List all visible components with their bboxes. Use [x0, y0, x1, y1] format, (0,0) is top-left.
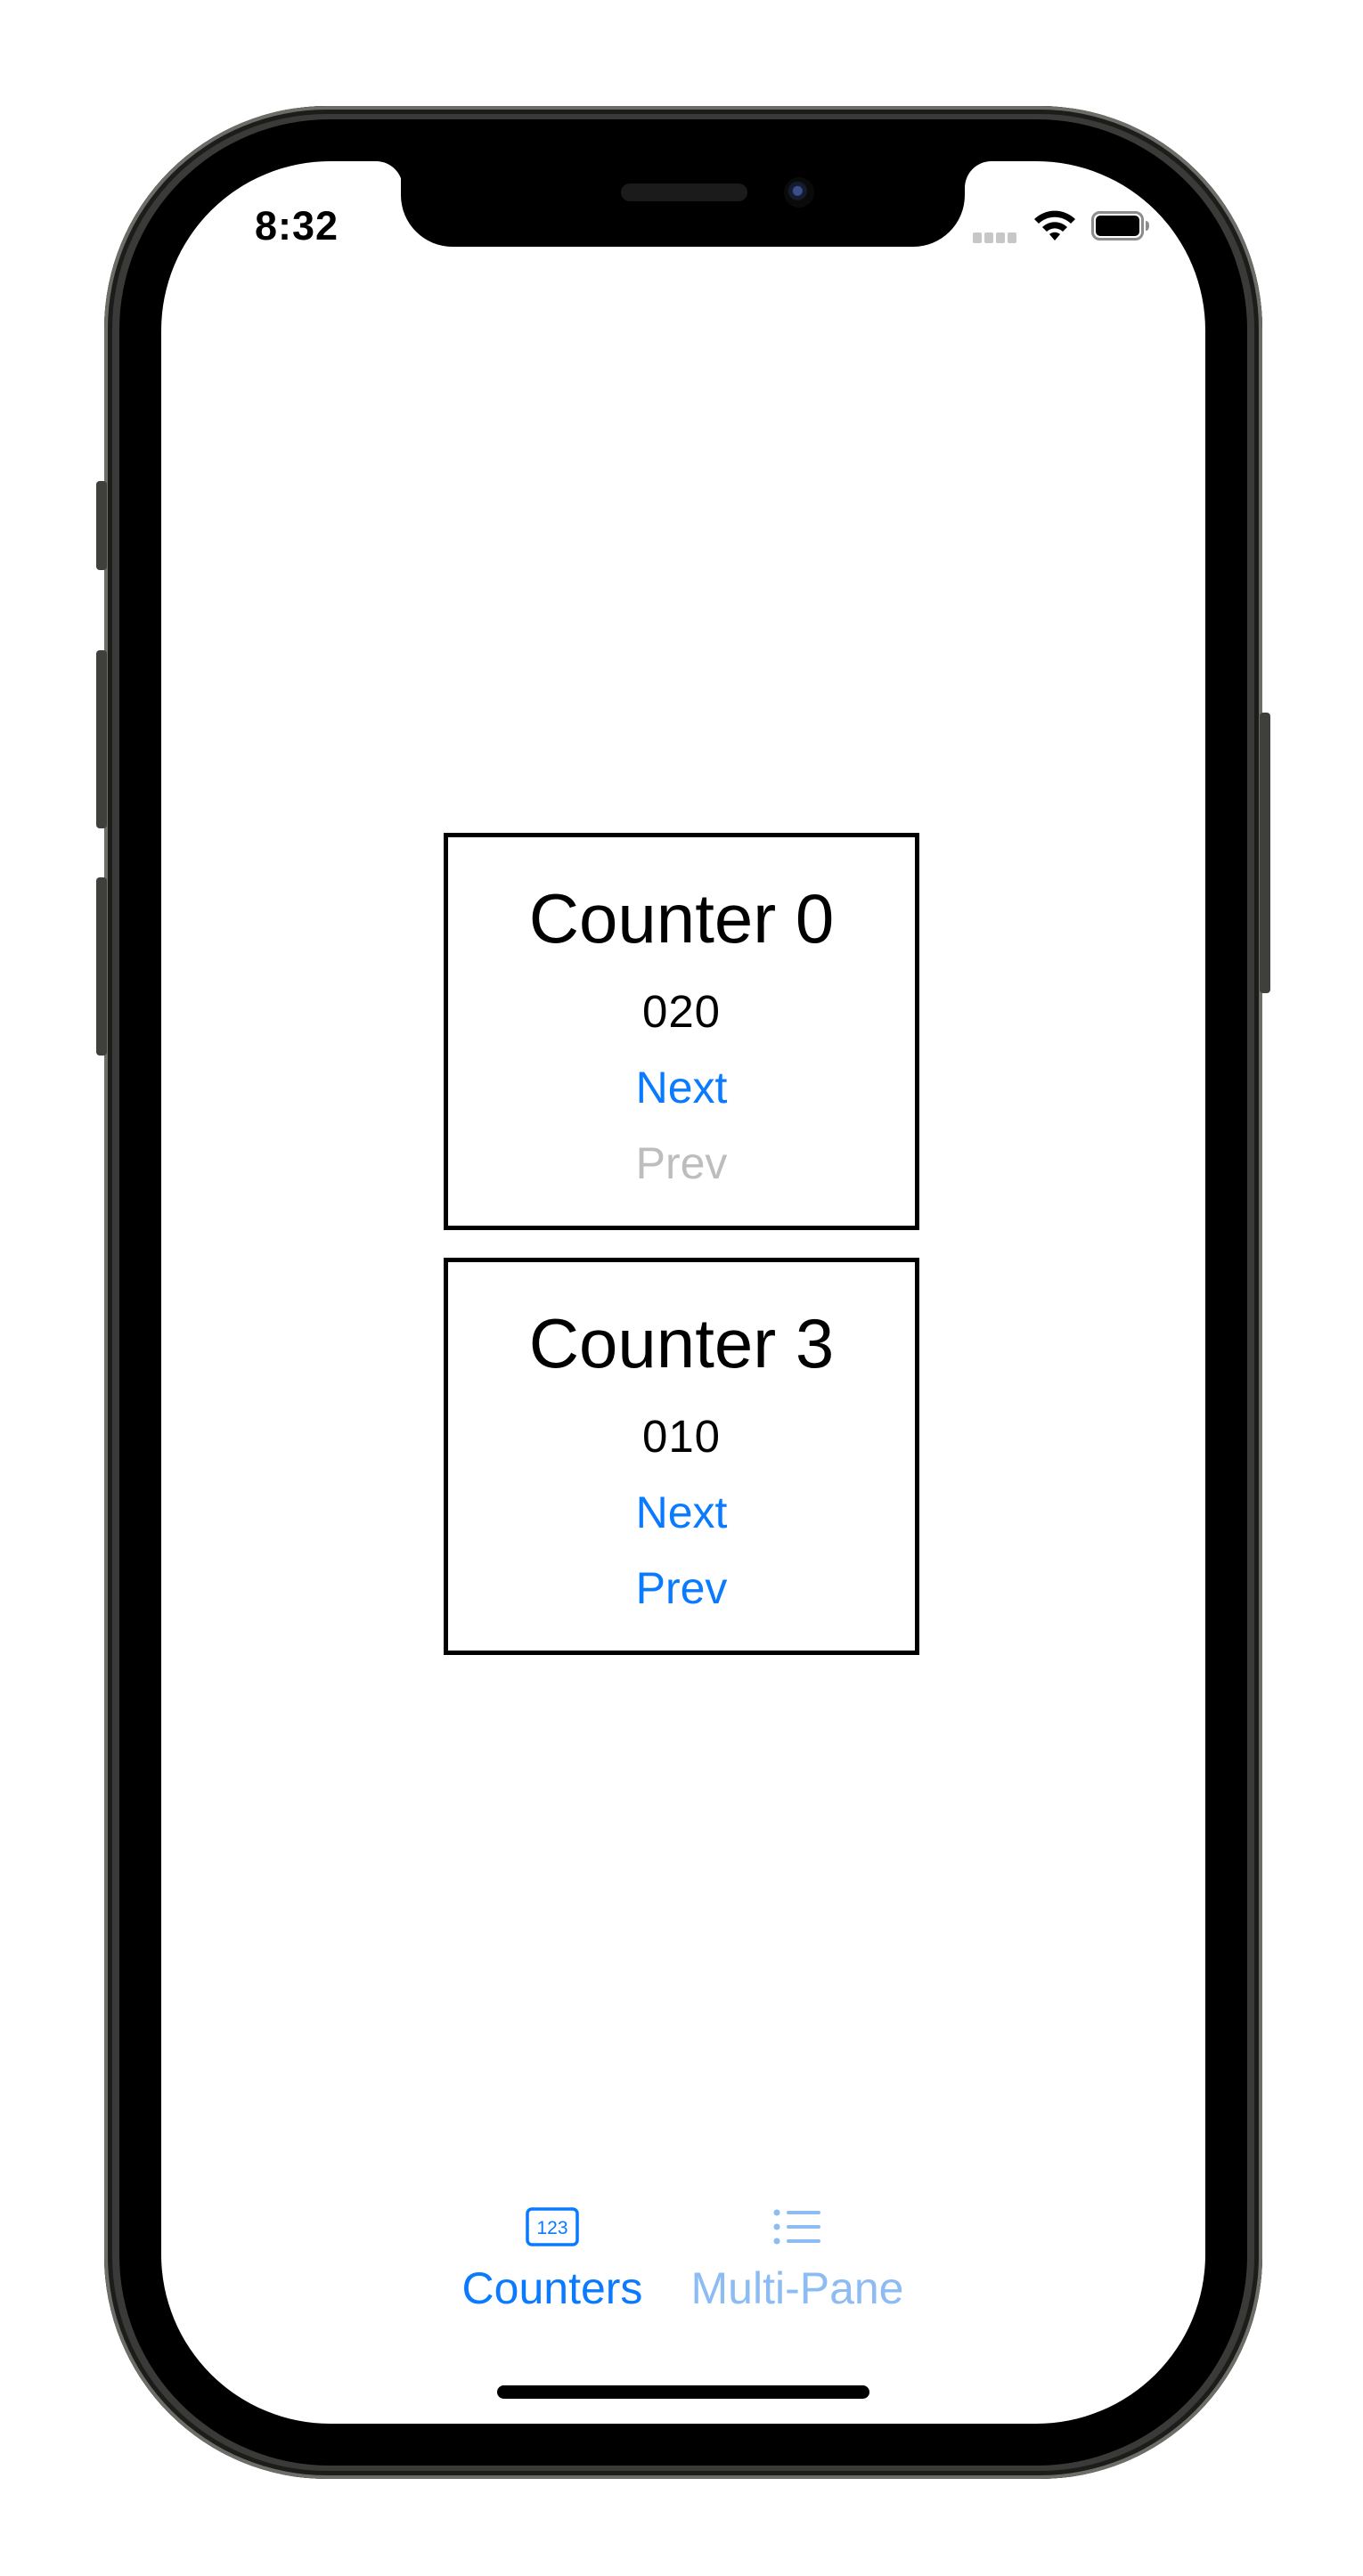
tab-label: Multi-Pane — [690, 2263, 904, 2313]
next-button[interactable]: Next — [635, 1488, 728, 1537]
counter-value: 010 — [641, 1411, 722, 1462]
earpiece-speaker — [621, 183, 747, 201]
counter-title: Counter 3 — [528, 1304, 835, 1382]
prev-button[interactable]: Prev — [635, 1563, 728, 1613]
counter-card-3: Counter 3 010 Next Prev — [444, 1258, 919, 1655]
notch-corner-left — [376, 161, 403, 188]
battery-icon — [1091, 211, 1149, 240]
tab-counters[interactable]: 123 Counters — [454, 2207, 650, 2311]
tab-multi-pane[interactable]: Multi-Pane — [682, 2207, 913, 2311]
counter-card-0: Counter 0 020 Next Prev — [444, 833, 919, 1230]
silent-switch — [96, 481, 107, 570]
home-indicator[interactable] — [497, 2385, 869, 2399]
notch-corner-right — [965, 161, 992, 188]
list-bullet-icon — [773, 2209, 820, 2245]
front-camera — [784, 177, 814, 208]
tab-label: Counters — [461, 2263, 643, 2313]
volume-down-button — [96, 877, 107, 1056]
counter-value: 020 — [641, 986, 722, 1037]
counter-title: Counter 0 — [528, 879, 835, 958]
svg-text:123: 123 — [536, 2218, 567, 2238]
wifi-icon — [1034, 210, 1075, 240]
notch — [401, 161, 965, 247]
cellular-signal-icon — [973, 232, 1021, 244]
power-button — [1260, 713, 1270, 993]
volume-up-button — [96, 650, 107, 828]
next-button[interactable]: Next — [635, 1063, 728, 1113]
prev-button[interactable]: Prev — [635, 1138, 728, 1188]
status-time: 8:32 — [255, 203, 339, 249]
number-123-icon: 123 — [526, 2207, 579, 2246]
